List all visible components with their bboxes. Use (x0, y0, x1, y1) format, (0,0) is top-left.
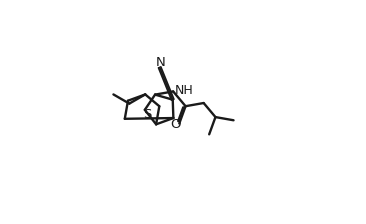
Text: N: N (156, 56, 165, 69)
Text: O: O (170, 118, 180, 131)
Text: S: S (143, 108, 152, 121)
Text: NH: NH (175, 84, 194, 97)
